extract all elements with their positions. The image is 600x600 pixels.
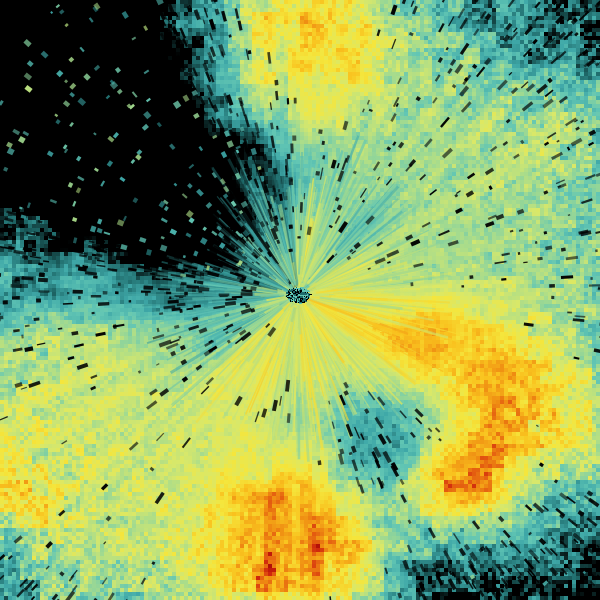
radar-reflectivity-heatmap <box>0 0 600 600</box>
radar-display: Weather Radar Reflectivity PPI Reflectiv… <box>0 0 600 600</box>
